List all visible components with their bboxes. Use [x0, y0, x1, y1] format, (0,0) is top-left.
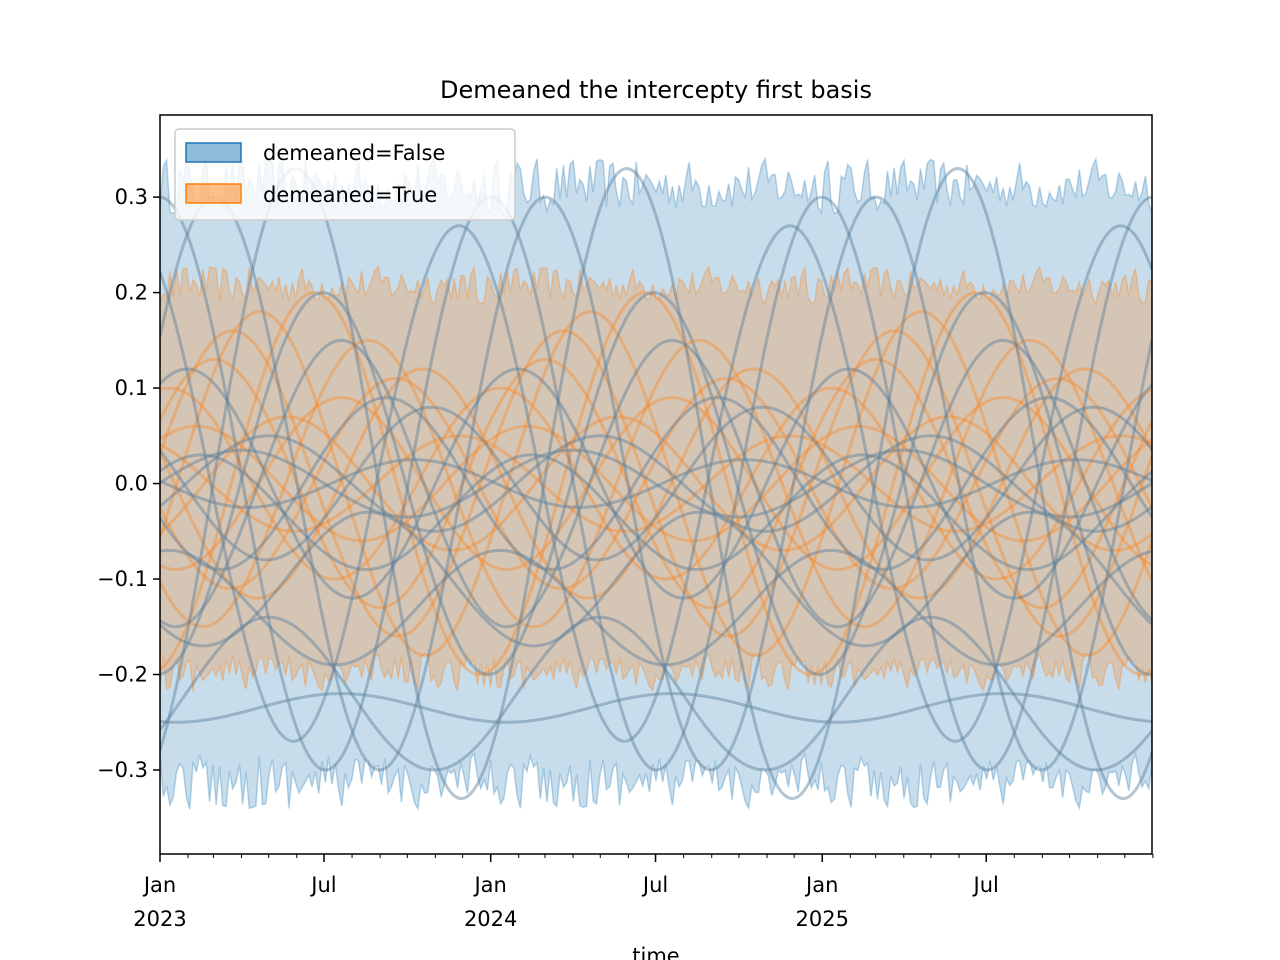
y-tick-label: −0.2 [97, 663, 148, 687]
series-demeaned-false-line-9 [160, 434, 1152, 533]
series-demeaned-false-line-0 [160, 195, 1152, 772]
series-demeaned-false-line-4 [160, 291, 1152, 677]
series-demeaned-true-line-8 [160, 434, 1152, 533]
x-axis: Jan 2023 Jul Jan 2024 Jul Jan 2025 Jul [133, 854, 1154, 931]
x-tick-year-label: 2023 [133, 907, 186, 931]
legend: demeaned=False demeaned=True [174, 128, 516, 221]
x-tick-year-label: 2024 [464, 907, 517, 931]
series-band-demeaned-true [160, 265, 1152, 693]
series-demeaned-false-line-11 [160, 458, 1152, 509]
legend-label-demeaned-false: demeaned=False [263, 141, 445, 165]
y-tick-label: −0.3 [97, 758, 148, 782]
y-tick-label: 0.3 [115, 185, 148, 209]
series-demeaned-true-line-2 [160, 338, 1152, 629]
plot-area [160, 156, 1152, 812]
series-demeaned-false-line-16 [160, 510, 1152, 648]
x-tick-label: Jul [972, 873, 999, 897]
x-tick-label: Jan [804, 873, 838, 897]
legend-frame [174, 128, 516, 221]
series-demeaned-false-line-6 [160, 367, 1152, 600]
series-demeaned-true-line-7 [160, 415, 1152, 552]
x-tick-label: Jul [641, 873, 668, 897]
series-demeaned-false-line-5 [160, 338, 1152, 629]
series-demeaned-true-line-5 [160, 386, 1152, 581]
series-demeaned-true-line-10 [160, 376, 1152, 591]
y-axis: −0.3 −0.2 −0.1 0.0 0.1 0.2 0.3 [97, 185, 160, 782]
legend-swatch-demeaned-false [185, 142, 242, 163]
series-demeaned-false-line-13 [160, 548, 1152, 667]
x-tick-label: Jan [472, 873, 506, 897]
chart-title: Demeaned the intercepty first basis [440, 76, 872, 104]
series-demeaned-false-line-7 [160, 396, 1152, 571]
y-tick-label: 0.0 [115, 472, 148, 496]
series-demeaned-true-line-3 [160, 358, 1152, 610]
series-demeaned-true-line-6 [160, 396, 1152, 572]
legend-label-demeaned-true: demeaned=True [263, 183, 437, 207]
series-demeaned-true-line-4 [160, 367, 1152, 600]
series-demeaned-false-line-8 [160, 405, 1152, 562]
series-demeaned-false-line-10 [160, 448, 1152, 519]
legend-swatch-demeaned-true [185, 183, 242, 204]
series-demeaned-true-line-1 [160, 310, 1152, 657]
x-tick-year-label: 2025 [796, 907, 849, 931]
series-demeaned-true-line-9 [160, 329, 1152, 638]
series-demeaned-false-line-12 [160, 692, 1152, 724]
series-demeaned-true-line-0 [160, 291, 1152, 677]
x-tick-label: Jan [142, 873, 176, 897]
series-demeaned-false-line-1 [160, 224, 1152, 743]
y-tick-label: 0.1 [115, 376, 148, 400]
y-tick-label: 0.2 [115, 281, 148, 305]
y-tick-label: −0.1 [97, 567, 148, 591]
series-demeaned-true-line-11 [160, 424, 1152, 543]
series-demeaned-false-line-15 [160, 453, 1152, 572]
x-tick-label: Jul [309, 873, 336, 897]
series-demeaned-false-line-3 [160, 195, 1152, 772]
series-demeaned-false-line-14 [160, 615, 1152, 772]
x-axis-label: time [632, 944, 679, 960]
